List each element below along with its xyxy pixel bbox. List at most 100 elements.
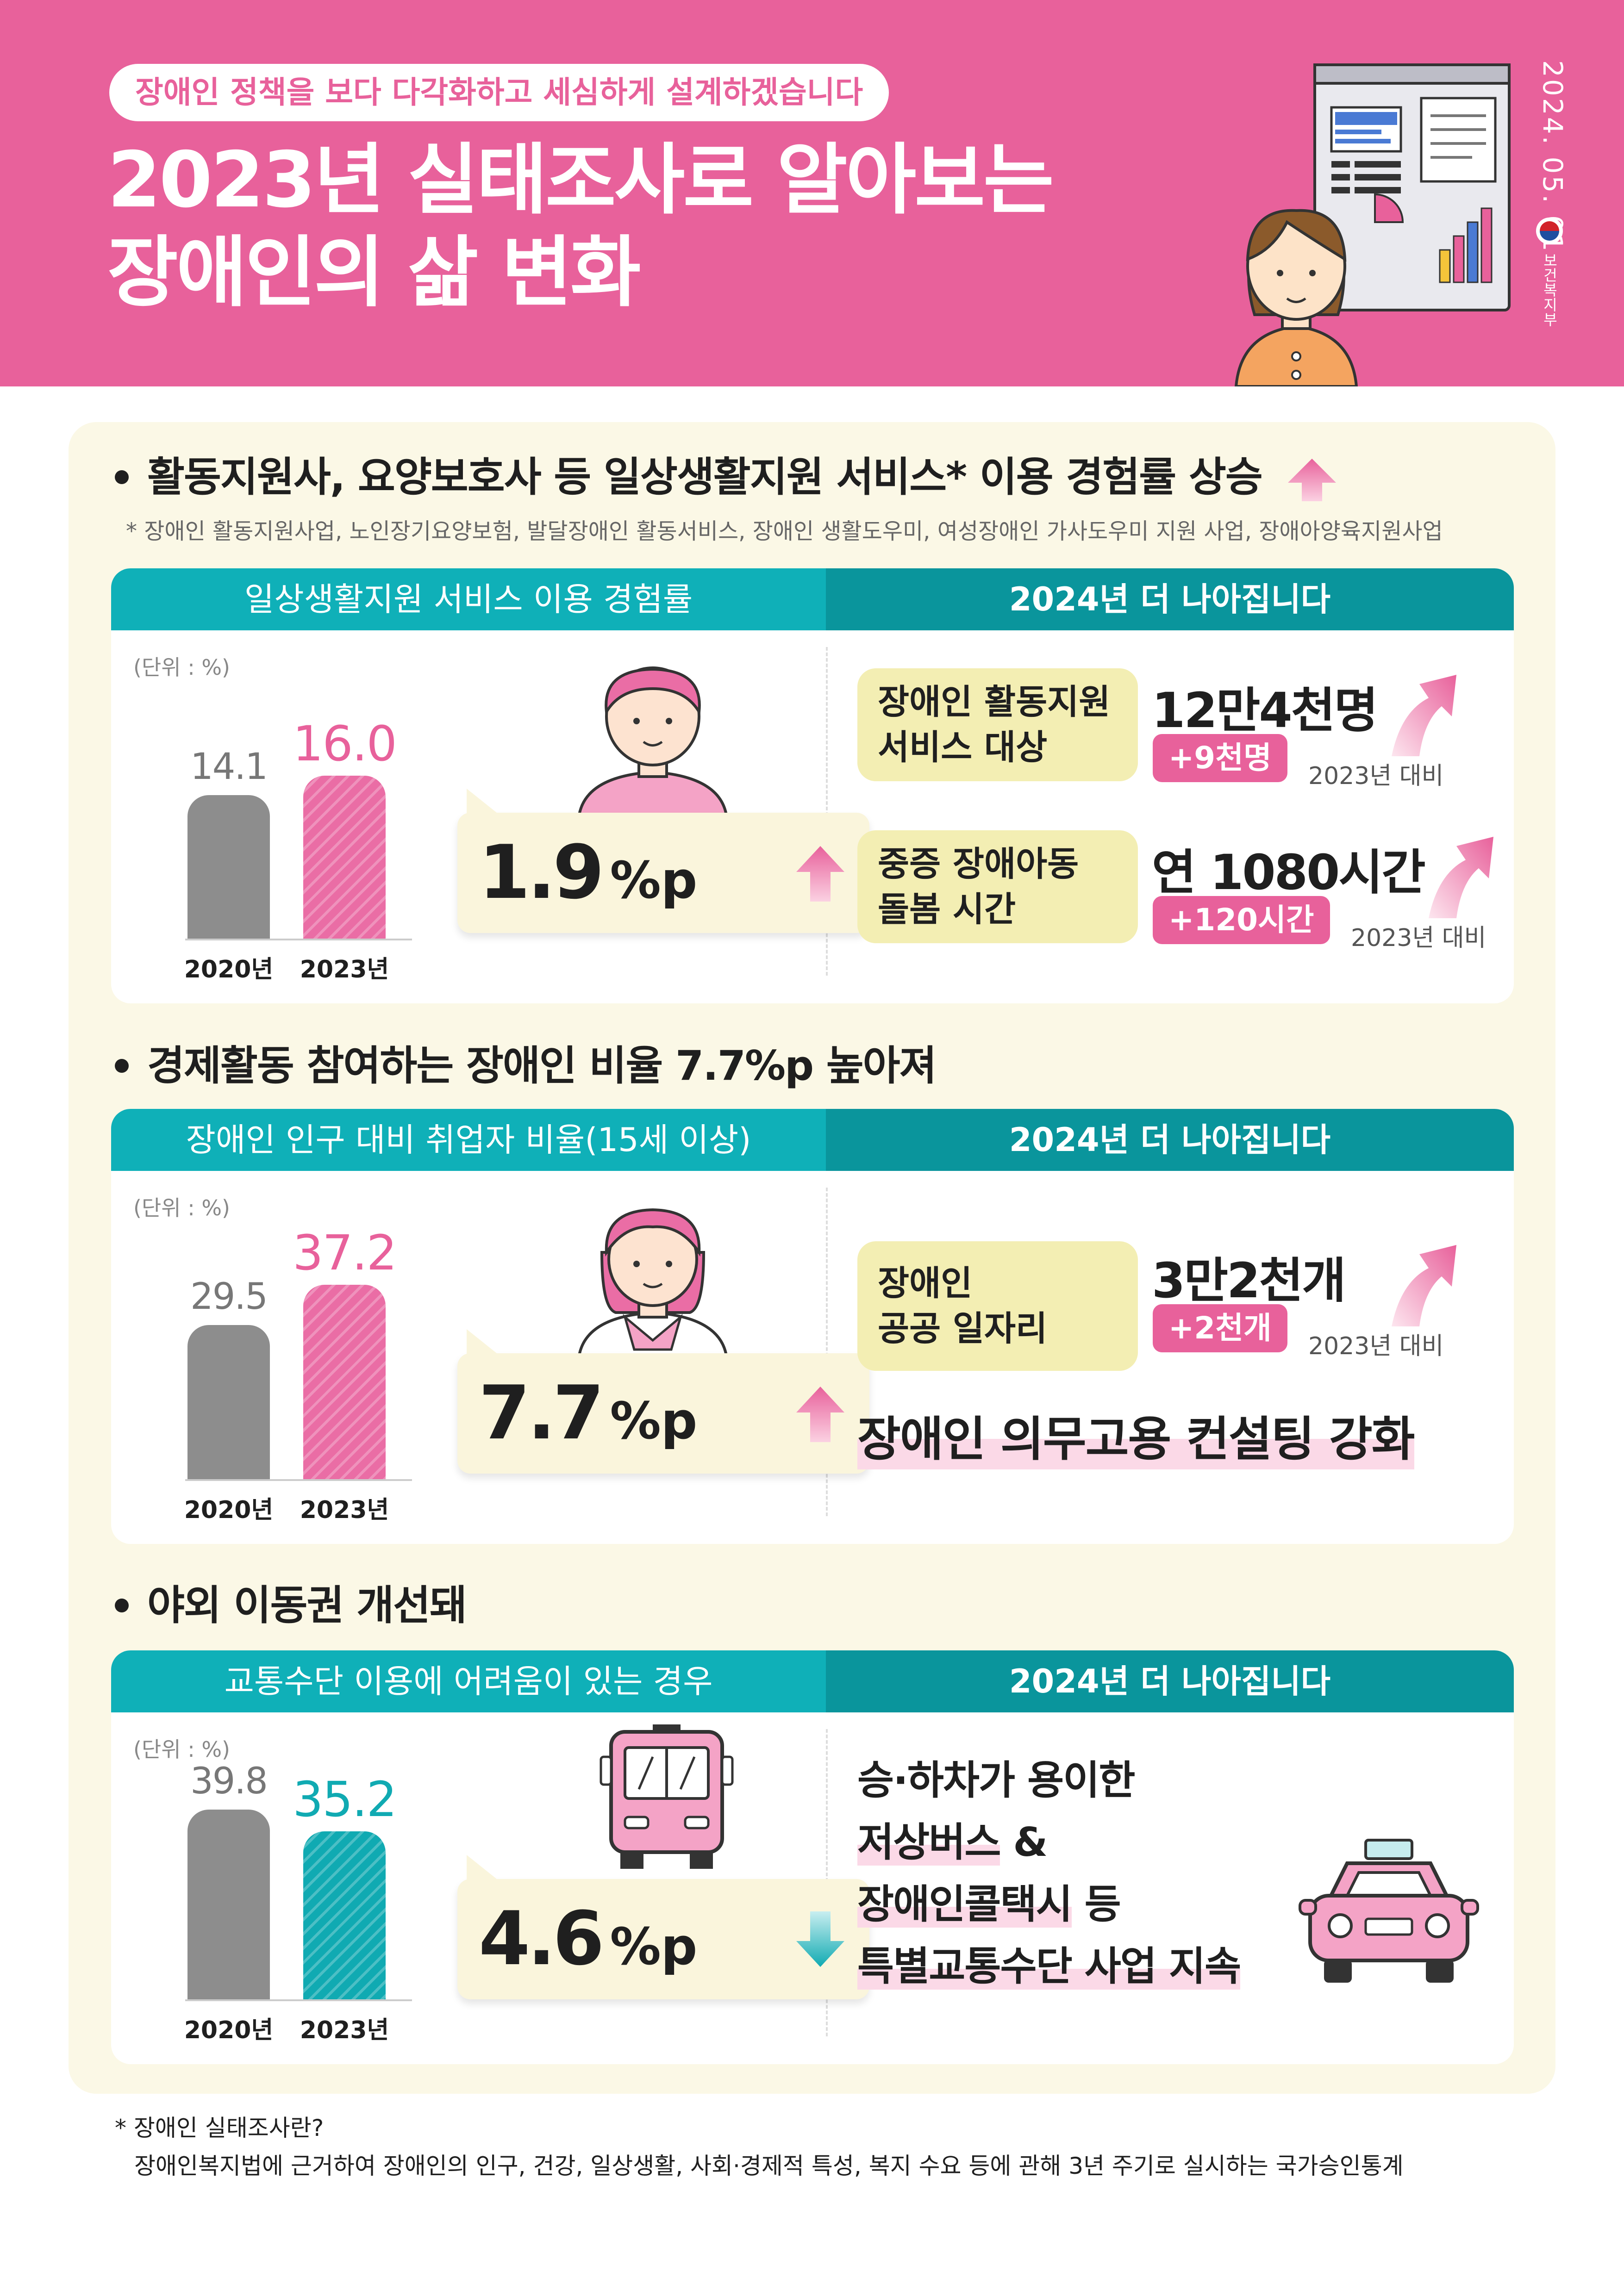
item-label-line: 장애인 활동지원 — [878, 682, 1111, 722]
header-banner: 장애인 정책을 보다 다각화하고 세심하게 설계하겠습니다 2023년 실태조사… — [0, 0, 1624, 386]
bullet-icon — [115, 470, 129, 485]
presenter-illustration-icon — [1234, 63, 1511, 386]
section3-change-bubble: 4.6 %p — [457, 1855, 869, 1999]
bullet-icon — [115, 1599, 129, 1613]
unit-label: (단위 : %) — [133, 655, 230, 680]
up-arrow-icon — [796, 1387, 844, 1442]
item-value: 12만4천명 — [1152, 682, 1378, 739]
section3-card: 교통수단 이용에 어려움이 있는 경우 2024년 더 나아집니다 (단위 : … — [111, 1650, 1514, 2064]
item-label-box: 중증 장애아동 돌봄 시간 — [857, 830, 1138, 943]
change-unit: %p — [610, 851, 698, 910]
item-delta-badge: +2천개 — [1153, 1304, 1287, 1352]
survey-note-body: 장애인복지법에 근거하여 장애인의 인구, 건강, 일상생활, 사회·경제적 특… — [134, 2153, 1404, 2179]
change-value: 1.9 — [479, 829, 604, 915]
chart-baseline — [185, 939, 412, 940]
section2-left-header: 장애인 인구 대비 취업자 비율(15세 이상) — [111, 1109, 826, 1171]
item-value: 3만2천개 — [1152, 1252, 1346, 1309]
section2-card: 장애인 인구 대비 취업자 비율(15세 이상) 2024년 더 나아집니다 (… — [111, 1109, 1514, 1544]
text-suffix: 등 — [1071, 1881, 1121, 1928]
item-label-line: 서비스 대상 — [878, 728, 1048, 767]
section3-title: 야외 이동권 개선돼 — [115, 1573, 467, 1631]
tagline-pill: 장애인 정책을 보다 다각화하고 세심하게 설계하겠습니다 — [109, 64, 889, 121]
item-label-line: 중증 장애아동 — [878, 844, 1079, 884]
bar-2020 — [187, 795, 270, 939]
section3-right-header: 2024년 더 나아집니다 — [826, 1650, 1514, 1712]
year-label-2020: 2020년 — [184, 1496, 274, 1524]
bar-2023 — [303, 1831, 386, 1999]
text-suffix: & — [1000, 1819, 1048, 1866]
bar-value-2020: 14.1 — [190, 746, 268, 788]
special-transport-text: 특별교통수단 사업 지속 — [857, 1943, 1241, 1990]
bar-value-2023: 37.2 — [293, 1225, 397, 1281]
title-line-1: 2023년 실태조사로 알아보는 — [107, 136, 1054, 225]
bar-2023 — [303, 1285, 386, 1479]
item-label-line: 돌봄 시간 — [878, 890, 1016, 929]
ministry-emblem-icon — [1536, 218, 1563, 244]
change-value: 7.7 — [479, 1369, 604, 1456]
chart-baseline — [185, 1999, 412, 2001]
page-title: 2023년 실태조사로 알아보는 장애인의 삶 변화 — [107, 134, 1054, 319]
item-label-line: 공공 일자리 — [878, 1309, 1048, 1349]
unit-label: (단위 : %) — [133, 1737, 230, 1762]
year-label-2020: 2020년 — [184, 956, 274, 983]
section1-right-header: 2024년 더 나아집니다 — [826, 568, 1514, 630]
taxi-icon — [1299, 1839, 1479, 1983]
item-label-box: 장애인 활동지원 서비스 대상 — [857, 668, 1138, 781]
person-illustration-icon — [577, 1208, 729, 1359]
section3-left-header: 교통수단 이용에 어려움이 있는 경우 — [111, 1650, 826, 1712]
transport-text-line1: 승·하차가 용이한 — [857, 1757, 1135, 1804]
bar-value-2020: 29.5 — [190, 1276, 268, 1318]
person-illustration-icon — [577, 666, 729, 818]
bar-2023 — [303, 776, 386, 939]
item-delta-badge: +9천명 — [1153, 734, 1287, 782]
up-arrow-icon — [1392, 1245, 1456, 1326]
ministry-name: 보건복지부 — [1541, 253, 1558, 327]
item-delta-badge: +120시간 — [1153, 896, 1330, 944]
transport-text-line3: 장애인콜택시 등 — [857, 1872, 1121, 1929]
divider — [826, 647, 828, 976]
change-unit: %p — [610, 1917, 698, 1976]
section1-title: 활동지원사, 요양보호사 등 일상생활지원 서비스* 이용 경험률 상승 — [115, 444, 1340, 503]
lowfloor-bus-text: 저상버스 — [857, 1819, 1001, 1866]
item-compare-label: 2023년 대비 — [1308, 762, 1444, 790]
down-arrow-icon — [796, 1911, 844, 1967]
bar-value-2023: 16.0 — [293, 716, 397, 772]
section1-title-text: 활동지원사, 요양보호사 등 일상생활지원 서비스* 이용 경험률 상승 — [147, 453, 1263, 501]
transport-text-line4: 특별교통수단 사업 지속 — [857, 1934, 1241, 1991]
up-arrow-icon — [796, 846, 844, 902]
bar-2020 — [187, 1810, 270, 1999]
section1-change-bubble: 1.9 %p — [457, 789, 869, 933]
section2-right-header: 2024년 더 나아집니다 — [826, 1109, 1514, 1171]
section3-title-text: 야외 이동권 개선돼 — [147, 1581, 467, 1629]
item-label-line: 장애인 — [878, 1263, 973, 1303]
bar-value-2023: 35.2 — [293, 1771, 397, 1828]
up-arrow-icon — [1288, 459, 1337, 502]
title-line-2: 장애인의 삶 변화 — [107, 228, 641, 317]
divider — [826, 1188, 828, 1516]
chart-baseline — [185, 1479, 412, 1481]
up-arrow-icon — [1392, 675, 1456, 756]
survey-note-title: * 장애인 실태조사란? — [115, 2115, 324, 2141]
bar-2020 — [187, 1325, 270, 1479]
year-label-2020: 2020년 — [184, 2016, 274, 2044]
section1-left-header: 일상생활지원 서비스 이용 경험률 — [111, 568, 826, 630]
year-label-2023: 2023년 — [300, 956, 389, 983]
up-arrow-icon — [1429, 837, 1493, 918]
section2-change-bubble: 7.7 %p — [457, 1329, 869, 1474]
item-label-box: 장애인 공공 일자리 — [857, 1241, 1138, 1371]
ministry-logo: 보건복지부 — [1536, 218, 1563, 327]
bullet-icon — [115, 1059, 129, 1073]
call-taxi-text: 장애인콜택시 — [857, 1881, 1073, 1928]
item-compare-label: 2023년 대비 — [1351, 924, 1487, 952]
change-value: 4.6 — [479, 1895, 604, 1982]
section1-card: 일상생활지원 서비스 이용 경험률 2024년 더 나아집니다 (단위 : %)… — [111, 568, 1514, 1003]
unit-label: (단위 : %) — [133, 1195, 230, 1220]
year-label-2023: 2023년 — [300, 1496, 389, 1524]
section2-title-text: 경제활동 참여하는 장애인 비율 7.7%p 높아져 — [147, 1042, 937, 1089]
bar-value-2020: 39.8 — [190, 1761, 268, 1802]
change-unit: %p — [610, 1391, 698, 1450]
section1-footnote: * 장애인 활동지원사업, 노인장기요양보험, 발달장애인 활동서비스, 장애인… — [126, 518, 1443, 544]
transport-text-line2: 저상버스 & — [857, 1810, 1048, 1867]
item-value: 연 1080시간 — [1152, 844, 1426, 901]
bus-icon — [600, 1724, 734, 1869]
